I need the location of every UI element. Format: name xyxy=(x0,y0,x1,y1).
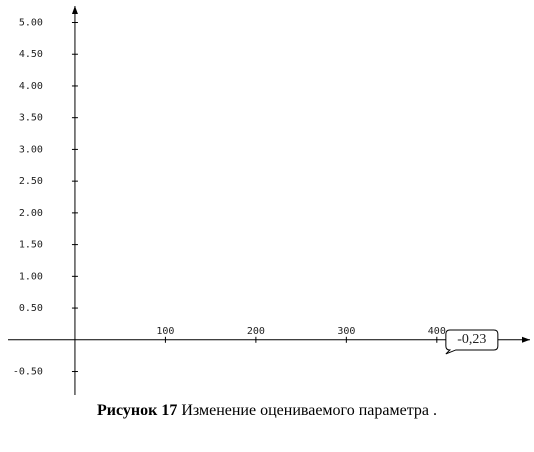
x-axis-arrow xyxy=(522,336,530,343)
y-tick-label: 3.50 xyxy=(19,113,43,124)
y-tick-label: 4.00 xyxy=(19,81,43,92)
annotation: -0,23 xyxy=(457,332,486,347)
chart: -0.50 0.50 1.00 1.50 2.00 2.50 3.00 3.50 4.00 4.5… xyxy=(8,6,530,395)
y-tick-label: 3.00 xyxy=(19,144,43,155)
y-tick-label: 1.00 xyxy=(19,271,43,282)
y-tick-label: 2.00 xyxy=(19,208,43,219)
x-tick-label: 200 xyxy=(247,326,265,337)
x-tick-label: 100 xyxy=(156,326,174,337)
caption-text: Изменение оцениваемого параметра . xyxy=(177,402,437,419)
y-tick-label: 2.50 xyxy=(19,176,43,187)
x-tick-label: 300 xyxy=(337,326,355,337)
y-tick-label: 0.50 xyxy=(19,303,43,314)
y-tick-label: -0.50 xyxy=(13,367,43,378)
annotation-box xyxy=(445,329,499,355)
caption-label: Рисунок 17 xyxy=(97,402,178,419)
y-tick-label: 1.50 xyxy=(19,240,43,251)
y-axis-arrow xyxy=(71,6,78,14)
y-tick-label: 5.00 xyxy=(19,17,43,28)
caption: Рисунок 17 Изменение оцениваемого параме… xyxy=(0,402,534,420)
x-tick-label: 400 xyxy=(428,326,446,337)
y-tick-label: 4.50 xyxy=(19,49,43,60)
